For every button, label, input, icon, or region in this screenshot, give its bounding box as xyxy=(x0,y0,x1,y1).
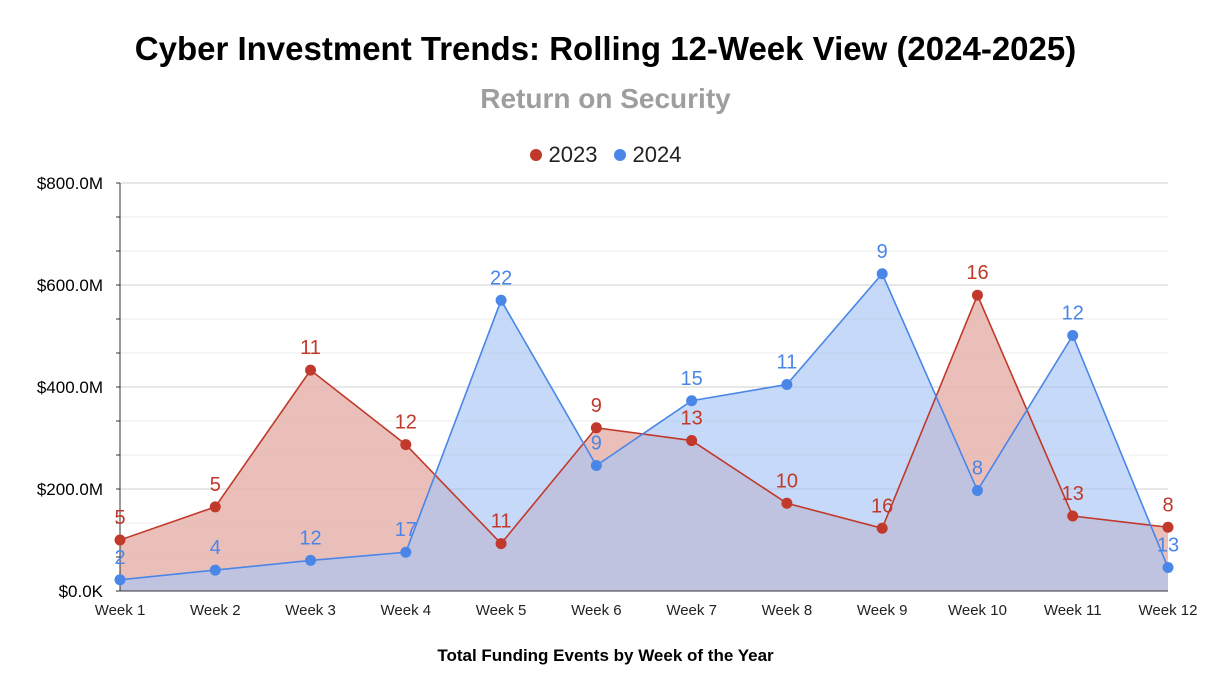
y-tick-label: $800.0M xyxy=(37,174,103,193)
data-label-2023: 5 xyxy=(210,474,221,496)
data-point-2024 xyxy=(495,294,507,306)
chart-subtitle: Return on Security xyxy=(480,83,731,114)
series-line-2023 xyxy=(119,293,1169,545)
data-point-2023 xyxy=(305,364,317,376)
data-label-2024: 2 xyxy=(114,547,125,569)
data-label-2024: 13 xyxy=(1157,535,1179,557)
y-tick-label: $0.0K xyxy=(59,582,104,601)
data-label-2024: 9 xyxy=(591,433,602,455)
data-label-2024: 4 xyxy=(210,537,221,559)
data-point-2024 xyxy=(781,378,793,390)
data-point-2023 xyxy=(971,289,983,301)
data-point-2024 xyxy=(876,268,888,280)
data-point-2024 xyxy=(400,546,412,558)
x-tick-label: Week 2 xyxy=(190,602,241,619)
x-tick-label: Week 11 xyxy=(1044,602,1102,619)
x-tick-label: Week 5 xyxy=(476,602,527,619)
data-point-2023 xyxy=(590,422,602,434)
x-tick-label: Week 7 xyxy=(666,602,717,619)
data-label-2024: 17 xyxy=(395,519,417,541)
data-point-2024 xyxy=(686,395,698,407)
data-point-2024 xyxy=(305,554,317,566)
data-label-2024: 22 xyxy=(490,267,512,289)
x-tick-label: Week 3 xyxy=(285,602,336,619)
legend-item-2024[interactable]: 2024 xyxy=(613,142,682,168)
data-point-2024 xyxy=(590,460,602,472)
data-point-2024 xyxy=(1162,562,1174,574)
chart-title: Cyber Investment Trends: Rolling 12-Week… xyxy=(134,30,1077,67)
data-label-2023: 11 xyxy=(300,337,321,359)
data-point-2023 xyxy=(781,497,793,509)
data-label-2023: 13 xyxy=(1062,483,1084,505)
x-tick-label: Week 9 xyxy=(857,602,908,619)
data-label-2024: 12 xyxy=(299,527,321,549)
data-label-2023: 8 xyxy=(1162,494,1173,516)
data-point-2023 xyxy=(1067,510,1079,522)
x-tick-label: Week 6 xyxy=(571,602,622,619)
y-tick-label: $400.0M xyxy=(37,378,103,397)
data-point-2024 xyxy=(114,574,126,586)
legend-label-2024: 2024 xyxy=(632,142,682,167)
data-point-2024 xyxy=(1067,329,1079,341)
legend-marker-2023 xyxy=(529,149,542,161)
data-point-2023 xyxy=(114,534,126,546)
data-label-2024: 12 xyxy=(1062,302,1084,324)
data-label-2024: 15 xyxy=(681,368,703,390)
legend-marker-2024 xyxy=(613,149,626,161)
data-point-2023 xyxy=(400,439,412,451)
x-tick-label: Week 4 xyxy=(381,602,432,619)
data-point-2023 xyxy=(876,522,888,534)
data-label-2023: 13 xyxy=(681,408,703,430)
data-point-2024 xyxy=(971,485,983,497)
legend-label-2023: 2023 xyxy=(548,142,598,167)
area-fill-2024 xyxy=(120,273,1168,591)
data-label-2023: 12 xyxy=(395,412,417,434)
data-label-2023: 16 xyxy=(966,262,988,284)
legend-item-2023[interactable]: 2023 xyxy=(529,142,598,168)
legend: 2023 2024 xyxy=(0,142,1211,168)
x-tick-label: Week 8 xyxy=(762,602,813,619)
y-tick-label: $200.0M xyxy=(37,480,103,499)
data-label-2024: 11 xyxy=(777,351,798,373)
data-point-2023 xyxy=(1162,521,1174,533)
data-point-2023 xyxy=(686,435,698,447)
data-point-2023 xyxy=(495,538,507,550)
data-label-2024: 8 xyxy=(972,458,983,480)
x-tick-label: Week 12 xyxy=(1139,602,1198,619)
x-tick-label: Week 1 xyxy=(95,602,146,619)
x-axis-title: Total Funding Events by Week of the Year xyxy=(437,646,774,665)
x-tick-label: Week 10 xyxy=(948,602,1007,619)
data-point-2024 xyxy=(209,564,221,576)
data-label-2023: 11 xyxy=(491,511,512,533)
y-tick-label: $600.0M xyxy=(37,276,103,295)
data-label-2023: 5 xyxy=(114,507,125,529)
data-label-2024: 9 xyxy=(877,241,888,263)
data-label-2023: 16 xyxy=(871,495,893,517)
data-label-2023: 10 xyxy=(776,470,798,492)
data-point-2023 xyxy=(209,501,221,513)
series-line-2024 xyxy=(119,272,1169,581)
data-label-2023: 9 xyxy=(591,395,602,417)
